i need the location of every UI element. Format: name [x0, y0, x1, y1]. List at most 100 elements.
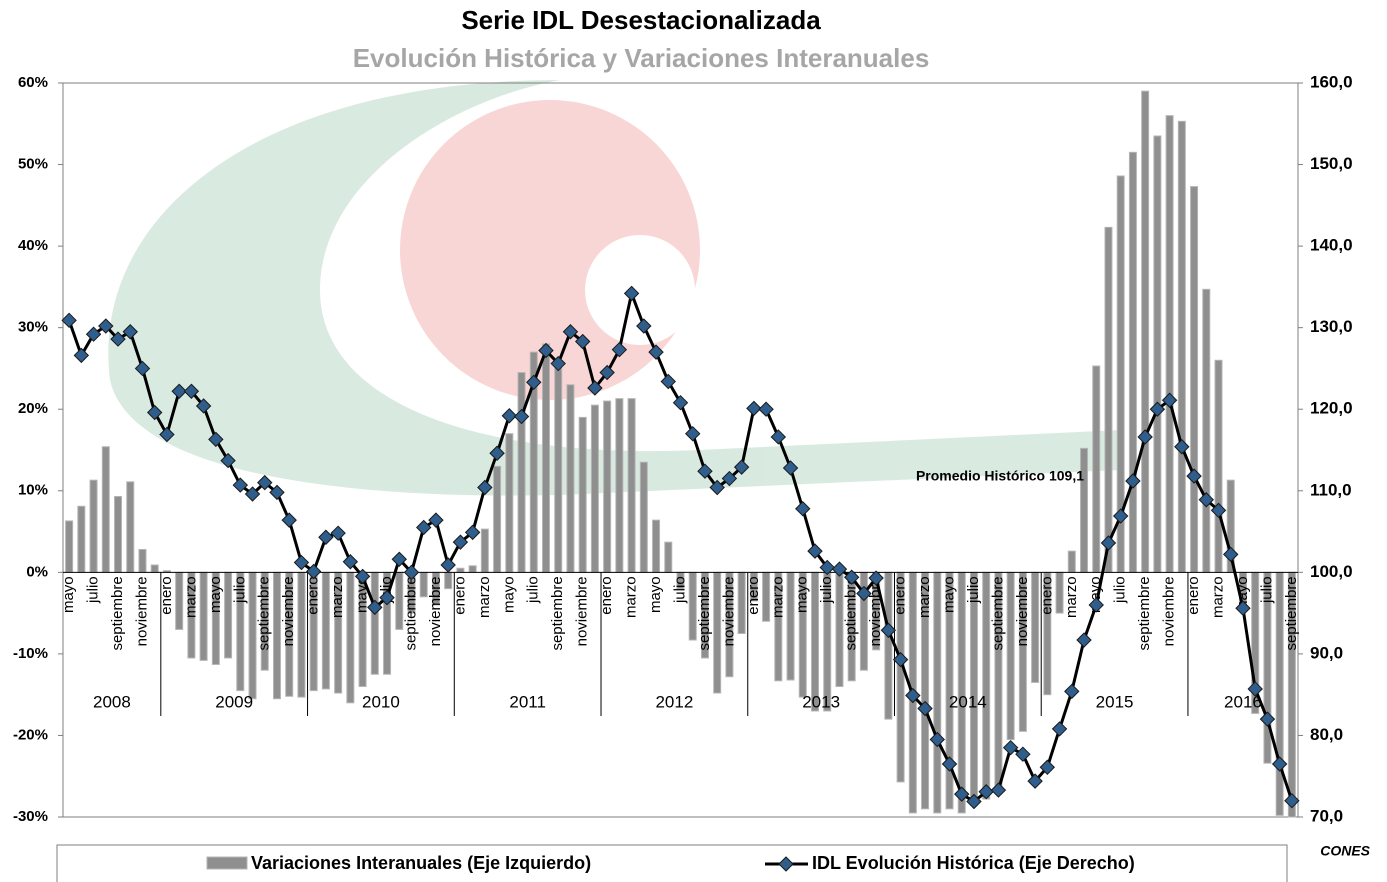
year-label: 2013: [802, 692, 840, 711]
bar: [1092, 365, 1101, 573]
marker: [685, 425, 701, 442]
bar: [590, 404, 599, 573]
x-tick-label: julio: [818, 576, 835, 604]
x-tick-label: noviembre: [1014, 576, 1031, 646]
bar: [578, 416, 587, 573]
x-tick-label: noviembre: [720, 576, 737, 646]
marker: [843, 569, 860, 585]
bar: [150, 564, 159, 573]
x-tick-label: noviembre: [1161, 576, 1178, 646]
bar: [554, 359, 563, 573]
y-tick-label: -30%: [13, 808, 48, 825]
bar: [1153, 135, 1162, 573]
x-tick-label: septiembre: [402, 576, 419, 650]
marker: [159, 426, 175, 443]
marker: [1235, 600, 1251, 616]
bar: [138, 548, 147, 573]
marker: [587, 380, 603, 396]
marker: [1100, 535, 1117, 551]
bar: [664, 541, 673, 573]
marker: [574, 333, 591, 350]
bar: [1067, 550, 1076, 573]
marker: [281, 512, 297, 528]
bar: [1190, 186, 1199, 573]
watermark: [108, 80, 1121, 496]
lines: [61, 285, 1300, 810]
marker: [905, 687, 921, 704]
y-tick-label: 40%: [18, 237, 48, 254]
marker: [183, 383, 200, 399]
marker: [733, 459, 750, 475]
marker: [1088, 597, 1104, 613]
marker: [1137, 429, 1153, 445]
year-label: 2014: [949, 692, 987, 711]
legend-box: [56, 844, 1288, 882]
marker: [342, 554, 359, 570]
marker: [208, 431, 224, 448]
bar: [480, 528, 489, 573]
marker: [416, 519, 432, 536]
legend-swatch: [778, 856, 794, 872]
bar: [517, 372, 526, 573]
bar: [652, 519, 661, 573]
marker: [171, 383, 187, 399]
marker: [1223, 546, 1239, 563]
bar: [541, 343, 550, 573]
category-axis: mayo julio septiembre noviembre enero marzo ma…: [60, 571, 1300, 716]
marker: [868, 570, 884, 586]
marker: [550, 355, 566, 372]
x-tick-label: septiembre: [843, 576, 860, 650]
x-tick-label: enero: [598, 576, 615, 614]
marker: [782, 460, 799, 476]
marker: [318, 529, 334, 545]
x-tick-label: septiembre: [549, 576, 566, 650]
marker: [305, 563, 322, 580]
year-label: 2012: [655, 692, 693, 711]
bar: [77, 505, 86, 573]
marker: [770, 429, 787, 445]
y2-tick-label: 100,0: [1310, 562, 1353, 581]
y-tick-label: 0%: [26, 563, 48, 580]
marker: [428, 512, 444, 528]
y-tick-label: 10%: [18, 482, 48, 499]
x-tick-label: enero: [305, 576, 322, 614]
marker: [122, 324, 138, 340]
y2-tick-label: 150,0: [1310, 154, 1353, 173]
marker: [941, 756, 958, 772]
marker: [110, 331, 126, 347]
marker: [85, 326, 102, 342]
year-label: 2015: [1096, 692, 1134, 711]
bar: [65, 520, 74, 573]
marker: [758, 401, 774, 417]
marker: [330, 525, 346, 541]
bar: [505, 433, 514, 573]
marker: [709, 479, 725, 496]
marker: [1198, 492, 1214, 508]
marker: [1259, 711, 1276, 727]
x-tick-label: julio: [525, 576, 542, 604]
legend-label: Variaciones Interanuales (Eje Izquierdo): [251, 853, 591, 873]
marker: [354, 568, 371, 585]
marker: [1210, 502, 1227, 519]
marker: [880, 622, 897, 638]
legend-label: IDL Evolución Histórica (Eje Derecho): [812, 853, 1135, 873]
year-label: 2016: [1224, 692, 1262, 711]
marker: [807, 543, 823, 559]
x-tick-label: enero: [451, 576, 468, 614]
marker: [856, 585, 872, 602]
year-label: 2009: [215, 692, 253, 711]
x-tick-label: noviembre: [574, 576, 591, 646]
bar: [1141, 90, 1150, 573]
y-tick-label: 30%: [18, 319, 48, 336]
marker: [954, 786, 970, 802]
bar: [615, 398, 624, 573]
bar: [969, 571, 978, 802]
marker: [978, 784, 994, 800]
y2-tick-label: 70,0: [1310, 806, 1343, 825]
bar: [627, 398, 636, 573]
y2-tick-label: 130,0: [1310, 317, 1353, 336]
marker: [929, 731, 945, 748]
marker: [636, 318, 652, 334]
y-tick-label: 60%: [18, 74, 48, 91]
marker: [477, 479, 493, 496]
